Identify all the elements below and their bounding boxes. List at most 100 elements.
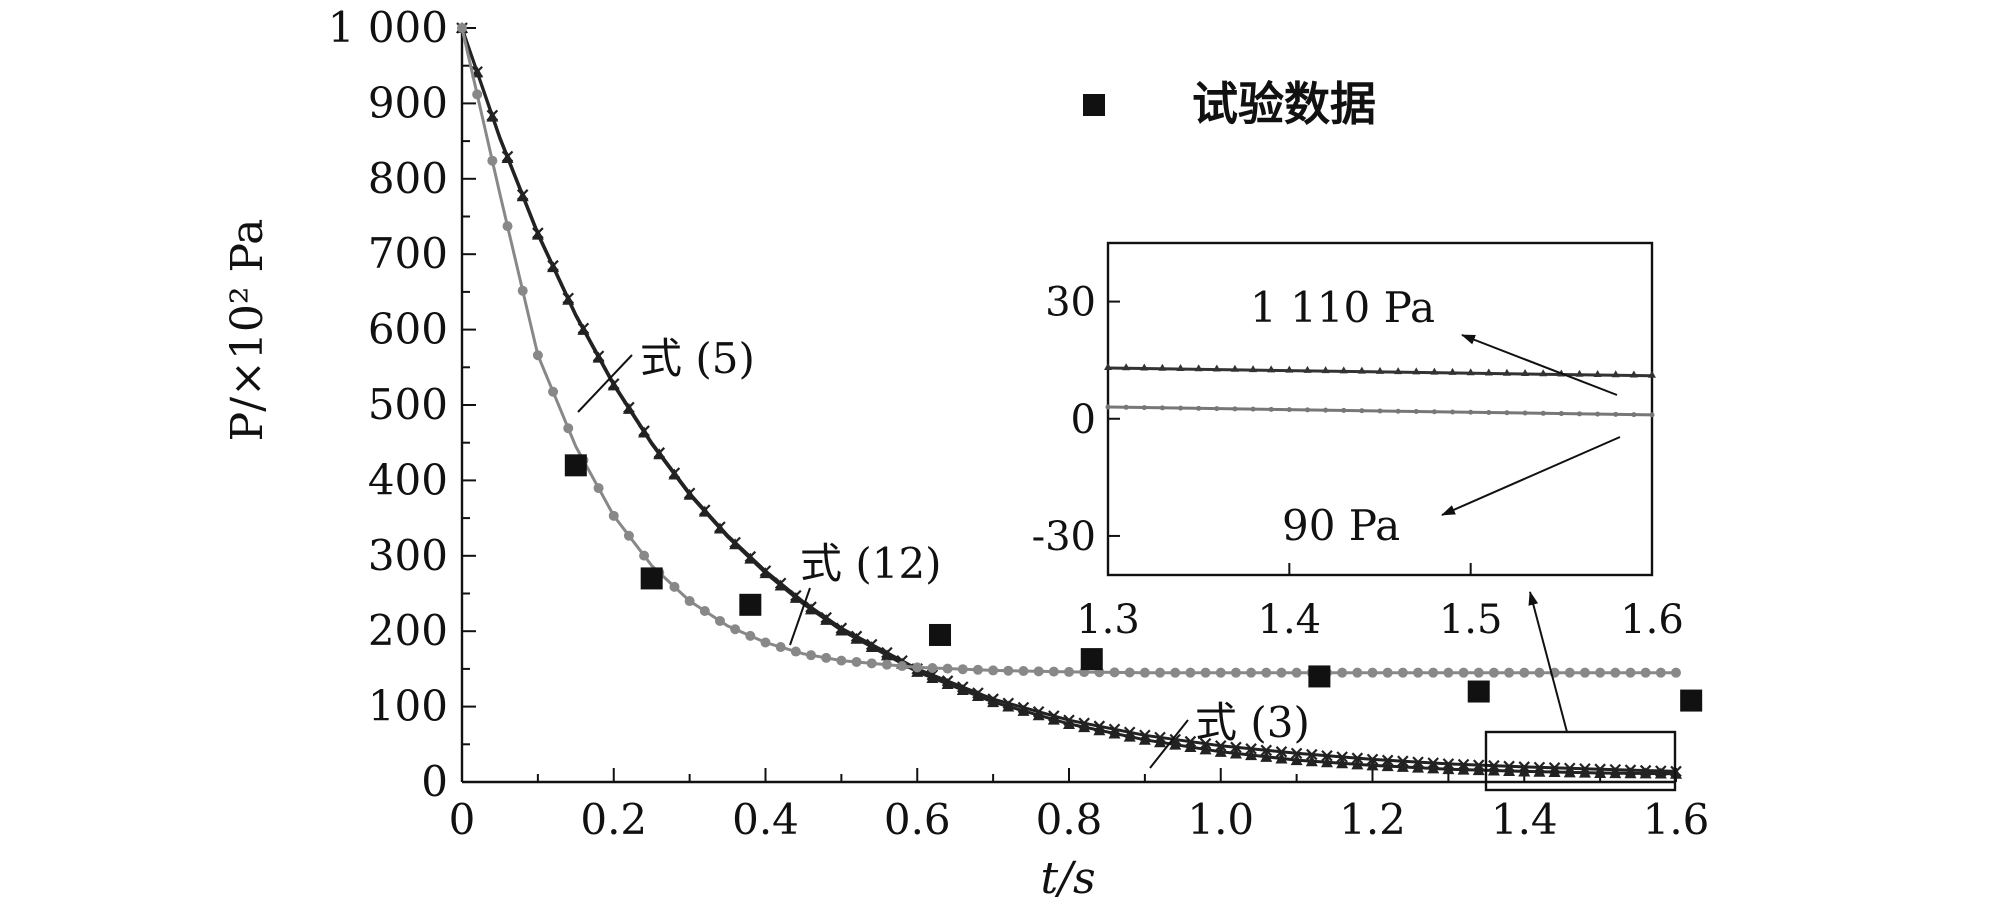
series-marker xyxy=(1124,667,1135,678)
y-axis-title: P/×10² Pa xyxy=(222,219,273,442)
x-tick-label: 0.8 xyxy=(1036,795,1103,844)
series-marker xyxy=(1397,667,1408,678)
series-marker xyxy=(1017,704,1030,716)
inset-series-marker xyxy=(1303,365,1312,373)
series-marker xyxy=(971,690,984,702)
y-tick-label: 100 xyxy=(368,682,448,731)
zoom-indicator xyxy=(1484,591,1677,792)
series-marker xyxy=(1078,721,1091,733)
series-marker xyxy=(1199,743,1212,755)
series-marker xyxy=(1002,700,1015,712)
series-marker xyxy=(1579,667,1590,678)
inset-series-marker xyxy=(1593,370,1602,378)
series-marker xyxy=(668,468,681,480)
series-marker xyxy=(1245,743,1257,755)
series-marker xyxy=(1291,667,1302,678)
series-marker xyxy=(1305,755,1318,767)
x-tick-label: 0 xyxy=(449,795,476,844)
series-marker xyxy=(1519,667,1530,678)
data-point xyxy=(1308,665,1331,688)
series-marker xyxy=(790,646,801,657)
inset-series-marker xyxy=(1468,409,1474,415)
inset-series-marker xyxy=(1431,409,1437,415)
series-marker xyxy=(1245,749,1258,761)
series-marker xyxy=(1563,766,1576,778)
series-marker xyxy=(622,402,635,414)
series-marker xyxy=(745,630,756,641)
series-line xyxy=(460,27,1676,675)
series-marker xyxy=(1473,667,1484,678)
series-marker xyxy=(820,613,833,625)
series-marker xyxy=(851,656,862,667)
series-marker xyxy=(1382,667,1393,678)
inset-series-marker xyxy=(1448,367,1457,375)
inset-annotation-1110pa: 1 110 Pa xyxy=(1250,283,1435,332)
inset-series-marker xyxy=(1522,410,1528,416)
y-tick-label: 800 xyxy=(368,154,448,203)
inset-series-marker xyxy=(1611,370,1620,378)
inset-series-marker xyxy=(1412,367,1421,375)
series-marker xyxy=(1063,717,1075,729)
inset-series-marker xyxy=(1323,407,1329,413)
series-marker xyxy=(789,591,802,603)
series-marker xyxy=(1048,666,1059,677)
inset-series-marker xyxy=(1212,364,1221,372)
series-marker xyxy=(1366,753,1379,766)
series-marker xyxy=(1351,758,1364,770)
series-marker xyxy=(1321,749,1333,762)
y-tick-label: 500 xyxy=(368,380,448,429)
inset-series-marker xyxy=(1178,405,1184,411)
inset-series-marker xyxy=(1359,408,1365,414)
series-marker xyxy=(987,696,1000,708)
series-marker xyxy=(729,538,742,550)
series-marker xyxy=(501,151,514,163)
series-marker xyxy=(1443,667,1454,678)
series-marker xyxy=(592,351,605,363)
series-marker xyxy=(730,624,741,635)
series-marker xyxy=(1366,759,1379,771)
series-marker xyxy=(517,285,528,296)
inset-series-marker xyxy=(1466,368,1475,376)
series-marker xyxy=(562,293,575,305)
series-marker xyxy=(836,655,847,666)
series-marker xyxy=(548,386,559,397)
series-marker xyxy=(1018,666,1029,677)
series-marker xyxy=(1032,709,1045,721)
series-marker xyxy=(941,677,954,689)
series-marker xyxy=(1003,665,1014,676)
series-marker xyxy=(1185,667,1196,678)
inset-series-marker xyxy=(1194,364,1203,372)
inset-series-marker xyxy=(1268,406,1274,412)
x-tick-label: 1.0 xyxy=(1187,795,1254,844)
inset-series-marker xyxy=(1576,411,1582,417)
series-marker xyxy=(593,483,604,494)
series-marker xyxy=(1503,764,1516,776)
series-marker xyxy=(806,650,817,661)
series-marker xyxy=(897,661,908,672)
inset-series-marker xyxy=(1196,405,1202,411)
inset-series-marker xyxy=(1176,364,1185,372)
inset-series-marker xyxy=(1250,406,1256,412)
series-marker xyxy=(1458,667,1469,678)
inset-series-marker xyxy=(1395,408,1401,414)
leader-line-formula-5 xyxy=(577,354,633,413)
data-point xyxy=(1467,680,1490,703)
y-tick-label: 300 xyxy=(368,531,448,580)
inset-series-marker xyxy=(1341,407,1347,413)
inset-series-marker xyxy=(1214,406,1220,412)
series-marker xyxy=(1064,666,1074,677)
series-marker xyxy=(669,581,680,592)
series-marker xyxy=(1564,667,1575,678)
series-marker xyxy=(1518,765,1531,777)
series-marker xyxy=(850,632,863,644)
series-marker xyxy=(774,579,787,591)
series-marker xyxy=(881,659,892,670)
inset-x-tick-label: 1.4 xyxy=(1258,597,1322,643)
x-tick-label: 1.2 xyxy=(1339,795,1406,844)
y-tick-label: 200 xyxy=(368,606,448,655)
zoom-arrow xyxy=(1528,591,1568,733)
inset-series-marker xyxy=(1267,365,1276,373)
main-axes: 0 0.2 0.4 0.6 0.8 1.0 1.2 1.4 1.6010020030040050… xyxy=(328,3,1710,844)
series-marker xyxy=(1093,724,1106,736)
series-marker xyxy=(1594,766,1607,778)
